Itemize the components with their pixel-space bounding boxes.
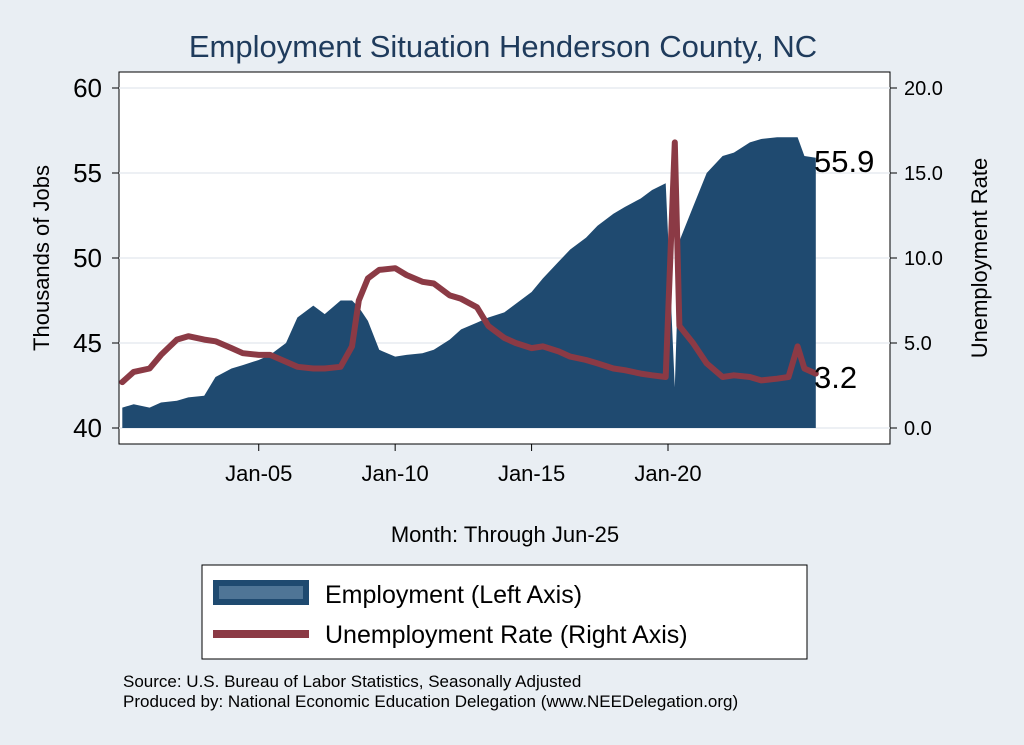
legend-swatch-employment-highlight — [219, 586, 303, 599]
chart-title: Employment Situation Henderson County, N… — [189, 29, 817, 64]
unemployment-series — [119, 139, 819, 386]
unemployment-end-label: 3.2 — [814, 360, 857, 395]
y-tick-label-left: 50 — [73, 243, 102, 273]
legend: Employment (Left Axis) Unemployment Rate… — [201, 564, 808, 660]
y-tick-label-right: 20.0 — [904, 78, 943, 100]
y-tick-label-right: 15.0 — [904, 163, 943, 185]
left-axis: 40 45 50 55 60 — [73, 73, 119, 443]
y-tick-label-right: 0.0 — [904, 418, 932, 440]
employment-series — [122, 137, 816, 429]
x-axis-label: Month: Through Jun-25 — [391, 522, 619, 547]
producer-note: Produced by: National Economic Education… — [123, 692, 739, 711]
x-tick-label: Jan-05 — [225, 461, 292, 486]
y-tick-label-left: 40 — [73, 413, 102, 443]
source-note: Source: U.S. Bureau of Labor Statistics,… — [123, 672, 582, 691]
y-axis-label-right: Unemployment Rate — [967, 158, 992, 359]
right-axis: 0.0 5.0 10.0 15.0 20.0 — [890, 78, 943, 440]
employment-area — [122, 137, 816, 429]
x-tick-label: Jan-10 — [362, 461, 429, 486]
y-tick-label-right: 5.0 — [904, 333, 932, 355]
y-tick-label-left: 45 — [73, 328, 102, 358]
x-axis: Jan-05 Jan-10 Jan-15 Jan-20 — [225, 444, 702, 486]
legend-label-unemployment: Unemployment Rate (Right Axis) — [325, 621, 688, 649]
x-tick-label: Jan-20 — [634, 461, 701, 486]
employment-end-label: 55.9 — [814, 144, 874, 179]
y-tick-label-right: 10.0 — [904, 248, 943, 270]
x-tick-label: Jan-15 — [498, 461, 565, 486]
y-tick-label-left: 55 — [73, 158, 102, 188]
y-tick-label-left: 60 — [73, 73, 102, 103]
unemployment-line — [119, 139, 819, 386]
legend-label-employment: Employment (Left Axis) — [325, 581, 582, 609]
y-axis-label-left: Thousands of Jobs — [29, 165, 54, 351]
